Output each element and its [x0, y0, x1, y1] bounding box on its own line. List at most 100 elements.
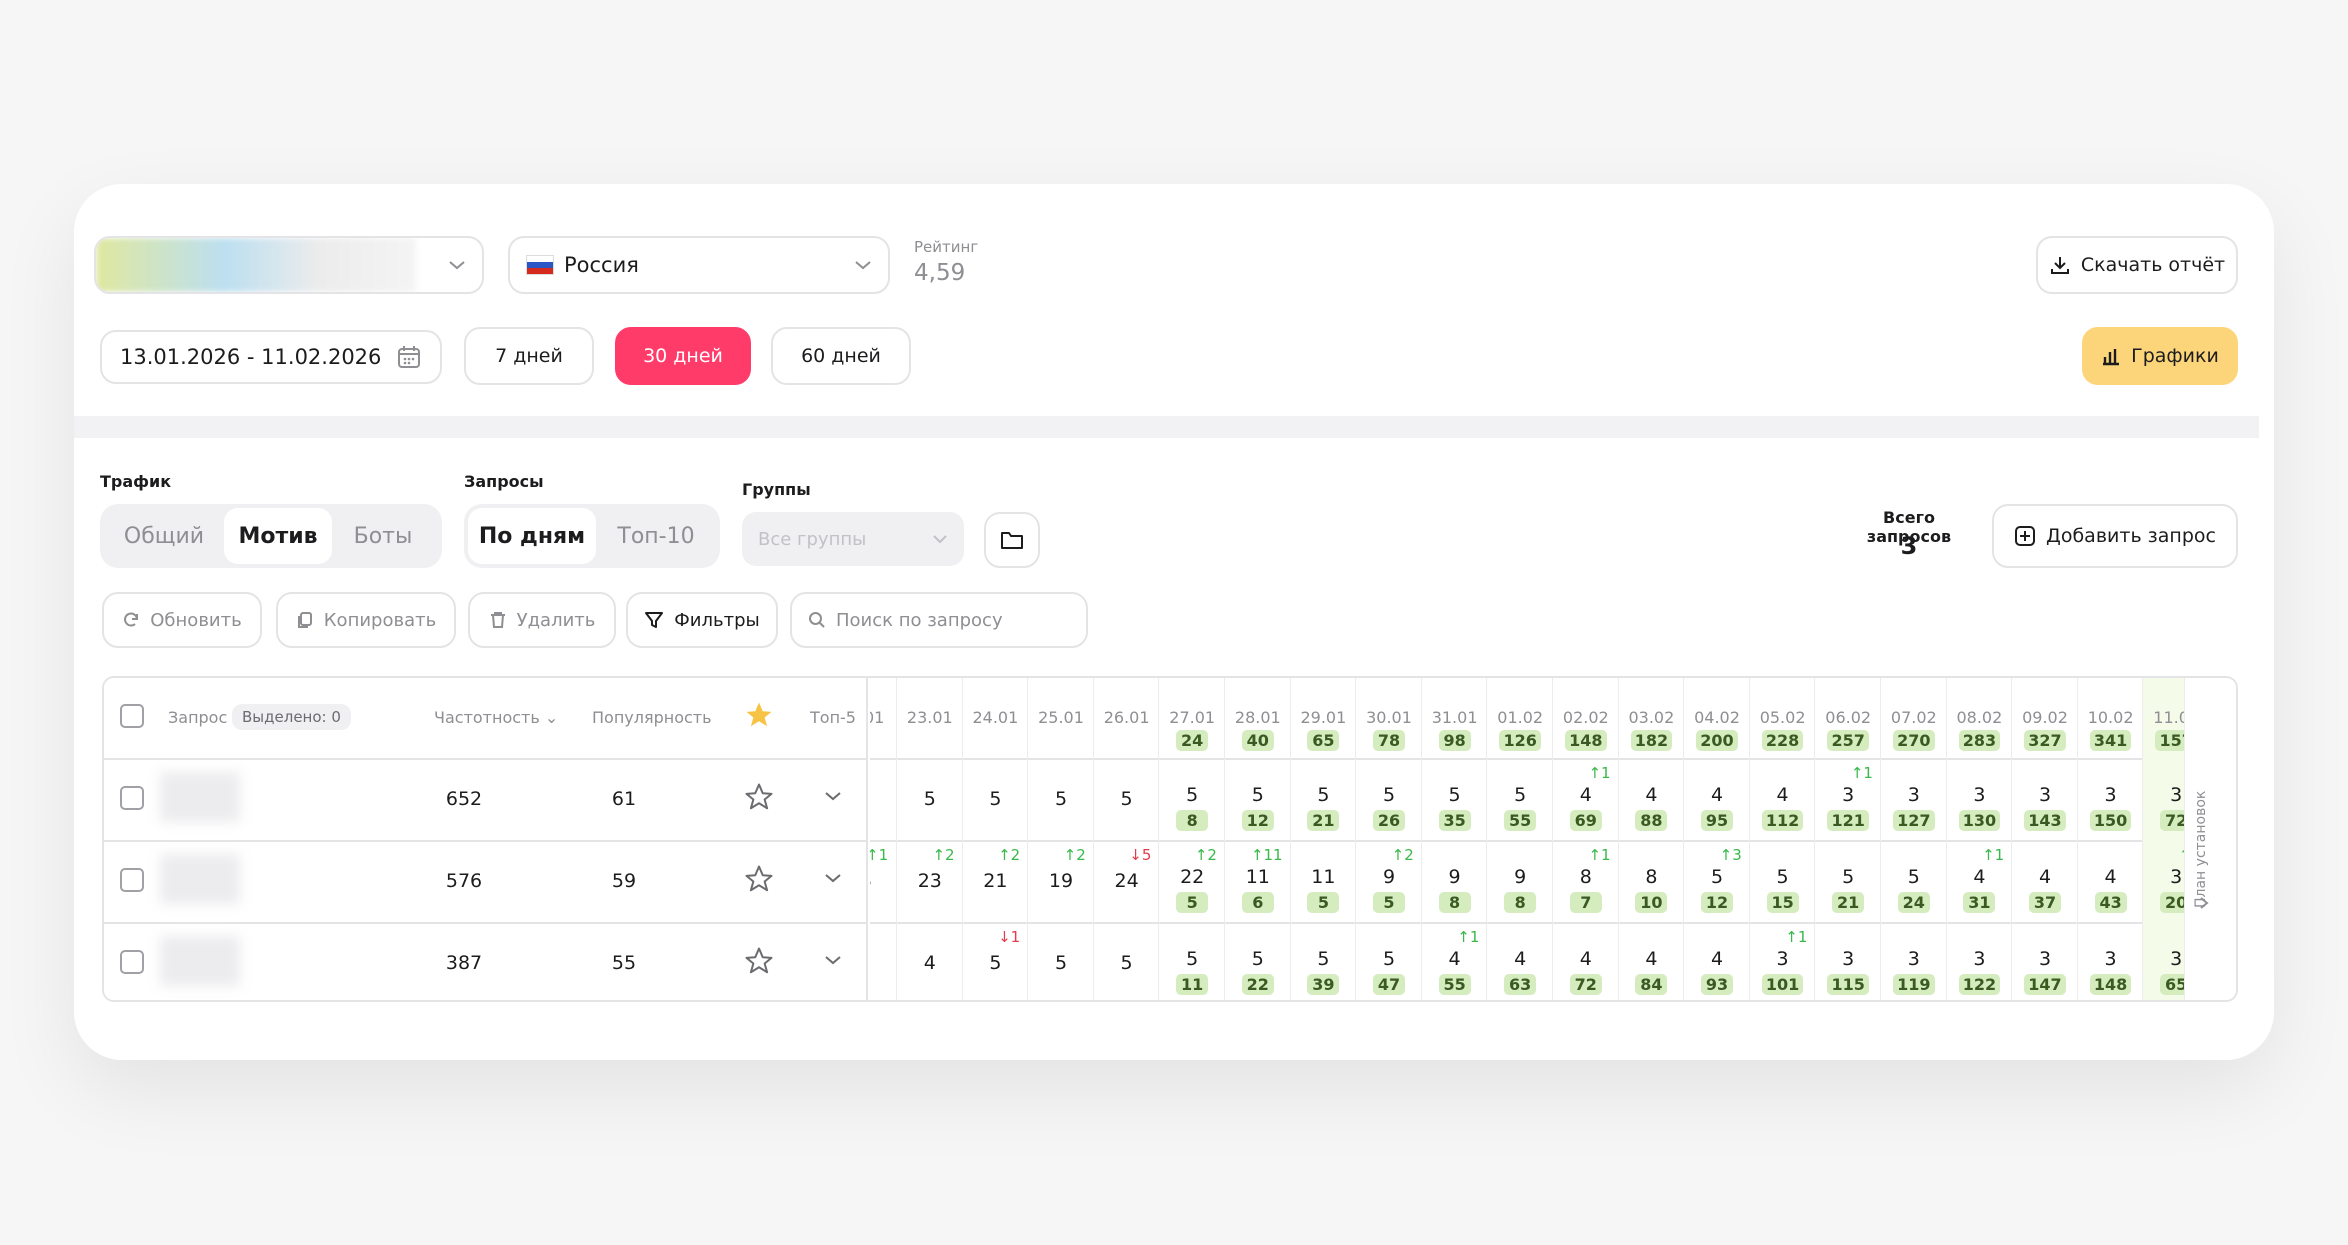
- charts-button[interactable]: Графики: [2082, 327, 2238, 385]
- rating-label: Рейтинг: [914, 238, 979, 256]
- copy-button[interactable]: Копировать: [276, 592, 456, 648]
- trash-icon: [489, 611, 507, 629]
- partial-delta: ↑1: [870, 846, 889, 864]
- chevron-right-icon: [2199, 896, 2209, 910]
- position-value: 3: [1907, 784, 1920, 806]
- russia-flag-icon: [526, 255, 554, 275]
- date-total-badge: 40: [1241, 730, 1274, 751]
- installs-badge: 12: [1241, 810, 1274, 831]
- groups-placeholder: Все группы: [758, 528, 867, 550]
- date-range-value: 13.01.2026 - 11.02.2026: [120, 345, 382, 369]
- installs-badge-wrap: 130: [1947, 810, 2013, 831]
- chevron-down-icon[interactable]: [824, 954, 842, 966]
- funnel-icon: [644, 610, 664, 630]
- traffic-option-general[interactable]: Общий: [123, 523, 205, 549]
- position-delta: ↑3: [1719, 846, 1742, 864]
- position-value: 9: [1448, 866, 1461, 888]
- total-queries-label: Всего запросов: [1866, 508, 1952, 546]
- date-total-badge: 283: [1958, 730, 2001, 751]
- installs-badge-wrap: 47: [1356, 974, 1422, 995]
- date-column: 05.02 228 4 112 5 15 ↑1 3 101: [1748, 678, 1816, 1000]
- position-delta: ↑2: [1391, 846, 1414, 864]
- row-checkbox[interactable]: [120, 868, 144, 892]
- groups-select[interactable]: Все группы: [742, 512, 964, 566]
- filters-button[interactable]: Фильтры: [626, 592, 778, 648]
- installs-badge: 8: [1504, 892, 1537, 913]
- installs-badge: 12: [1700, 892, 1733, 913]
- period-7-days-button[interactable]: 7 дней: [464, 327, 594, 385]
- date-column: 27.01 24 5 8 ↑2 22 5 5 11: [1158, 678, 1225, 1000]
- installs-badge: 8: [1176, 810, 1209, 831]
- installs-badge-wrap: 121: [1815, 810, 1881, 831]
- installs-badge-wrap: 101: [1750, 974, 1816, 995]
- queries-option-top10[interactable]: Топ-10: [617, 523, 695, 549]
- app-selector[interactable]: [94, 236, 484, 294]
- folder-button[interactable]: [984, 512, 1040, 568]
- date-column: 28.01 40 5 12 ↑11 11 6 5 22: [1224, 678, 1291, 1000]
- star-outline-icon[interactable]: [744, 946, 774, 976]
- folder-icon: [1000, 529, 1024, 551]
- installs-badge: 148: [2089, 974, 2132, 995]
- date-total-badge-wrap: 126: [1487, 730, 1553, 751]
- installs-badge: 121: [1827, 810, 1869, 831]
- installs-badge-wrap: 21: [1291, 810, 1357, 831]
- copy-icon: [296, 611, 314, 629]
- row-divider: [870, 840, 2184, 842]
- select-all-checkbox[interactable]: [120, 704, 144, 728]
- query-text-blurred: [160, 854, 240, 904]
- position-value: 3: [2170, 948, 2183, 970]
- date-total-badge-wrap: 283: [1947, 730, 2013, 751]
- installs-badge-wrap: 12: [1684, 892, 1750, 913]
- table-row[interactable]: 652 61: [104, 760, 868, 840]
- position-value: 4: [1710, 948, 1724, 970]
- installs-badge: 5: [1307, 892, 1340, 913]
- position-value: 4: [1579, 948, 1592, 970]
- chevron-down-icon[interactable]: [824, 872, 842, 884]
- position-value: 8: [1645, 866, 1658, 888]
- installs-badge-wrap: 63: [1487, 974, 1553, 995]
- col-top5-header: Топ-5: [810, 708, 856, 727]
- period-60-days-button[interactable]: 60 дней: [771, 327, 911, 385]
- position-value: 3: [2038, 784, 2052, 806]
- search-input[interactable]: Поиск по запросу: [790, 592, 1088, 648]
- position-delta: ↑2: [1194, 846, 1217, 864]
- traffic-option-bots[interactable]: Боты: [353, 523, 413, 549]
- position-value: 4: [1776, 784, 1789, 806]
- table-row[interactable]: 387 55: [104, 924, 868, 1000]
- installs-badge-wrap: 15: [1750, 892, 1816, 913]
- country-selector[interactable]: Россия: [508, 236, 890, 294]
- add-query-button[interactable]: Добавить запрос: [1992, 504, 2238, 568]
- date-total-badge: 148: [1565, 730, 1607, 751]
- position-value: 5: [1382, 948, 1396, 970]
- installs-badge: 10: [1635, 892, 1668, 913]
- installs-badge-wrap: 69: [1553, 810, 1619, 831]
- star-filled-icon[interactable]: [744, 700, 774, 730]
- installs-badge-wrap: 72: [1553, 974, 1619, 995]
- row-checkbox[interactable]: [120, 950, 144, 974]
- traffic-option-motiv[interactable]: Мотив: [224, 508, 332, 564]
- star-outline-icon[interactable]: [744, 864, 774, 894]
- table-row[interactable]: 576 59: [104, 842, 868, 922]
- date-total-badge: 200: [1696, 730, 1738, 751]
- plus-square-icon: [2014, 525, 2036, 547]
- queries-option-by-days[interactable]: По дням: [468, 508, 596, 564]
- download-report-button[interactable]: Скачать отчёт: [2036, 236, 2238, 294]
- installs-badge: 72: [1569, 974, 1602, 995]
- period-30-days-button[interactable]: 30 дней: [615, 327, 751, 385]
- position-value: 5: [1907, 866, 1920, 888]
- col-frequency-header[interactable]: Частотность ⌄: [434, 708, 558, 727]
- chevron-down-icon[interactable]: [824, 790, 842, 802]
- position-value: 11: [1245, 866, 1270, 888]
- position-value: 4: [1973, 866, 1986, 888]
- date-range-picker[interactable]: 13.01.2026 - 11.02.2026: [100, 330, 442, 384]
- position-value: 19: [1048, 870, 1074, 892]
- refresh-button[interactable]: Обновить: [102, 592, 262, 648]
- delete-button[interactable]: Удалить: [468, 592, 616, 648]
- charts-label: Графики: [2131, 345, 2219, 367]
- plan-column[interactable]: План установок: [2184, 678, 2236, 1000]
- star-outline-icon[interactable]: [744, 782, 774, 812]
- position-delta: ↓5: [1129, 846, 1152, 864]
- date-columns-area[interactable]: 01 ↑1 5 23.01 5 ↑2 23 4 24.01 5 ↑2 21 ↓1 5 25.01 5 ↑2…: [870, 678, 2209, 1000]
- row-checkbox[interactable]: [120, 786, 144, 810]
- installs-badge-wrap: 22: [1225, 974, 1291, 995]
